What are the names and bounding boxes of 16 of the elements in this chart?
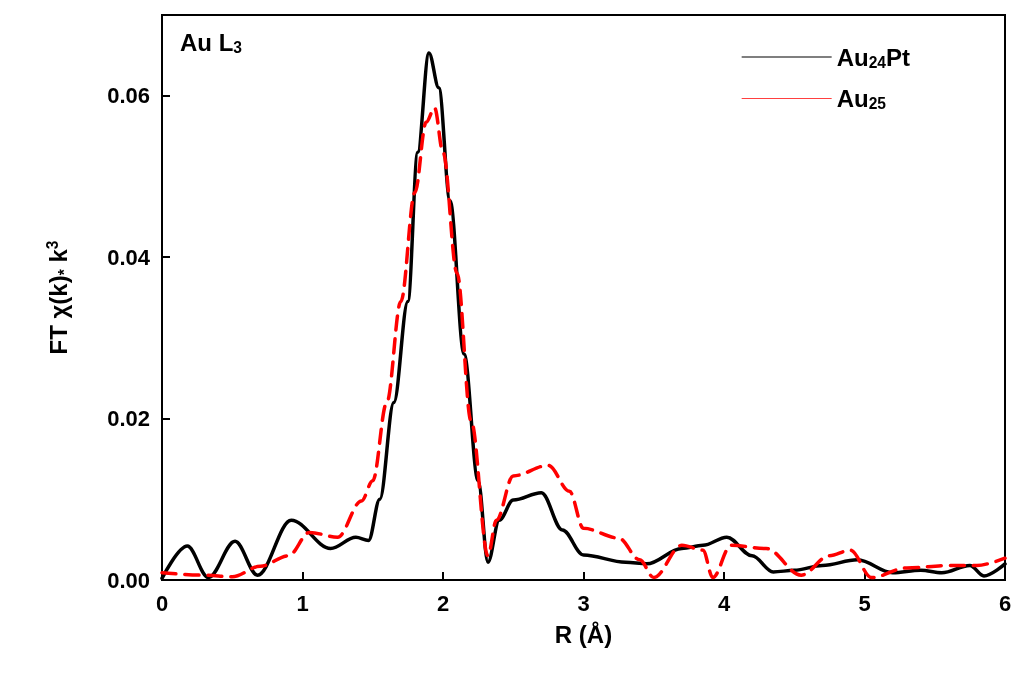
legend-label: Au24Pt (836, 43, 911, 71)
y-tick-label: 0.00 (107, 567, 150, 593)
x-tick-label: 4 (717, 590, 731, 616)
x-axis-title: R (Å) (554, 620, 613, 648)
x-tick-label: 3 (577, 590, 590, 616)
y-tick-label: 0.04 (107, 244, 151, 270)
y-tick-label: 0.06 (107, 83, 150, 109)
annotation: Au L3 (180, 28, 243, 56)
legend-label: Au25 (836, 84, 887, 113)
x-tick-label: 2 (436, 590, 450, 616)
x-tick-label: 5 (858, 590, 871, 616)
x-tick-label: 1 (296, 590, 309, 616)
x-tick-label: 0 (155, 590, 169, 616)
y-axis-title: FT χ(k)* k3 (43, 240, 73, 355)
y-tick-label: 0.02 (107, 406, 150, 432)
x-tick-label: 6 (998, 590, 1012, 616)
